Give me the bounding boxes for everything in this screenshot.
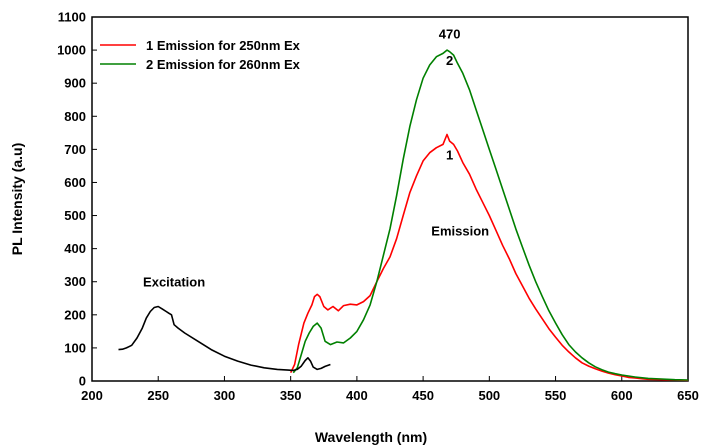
x-tick-label-200: 200: [81, 388, 103, 403]
x-axis-ticks: 200 250 300 350 400 450 500 550 600 650: [81, 376, 699, 403]
y-axis-title: PL Intensity (a.u): [9, 143, 25, 256]
series-line-1: [289, 133, 689, 382]
y-tick-label-300: 300: [64, 274, 86, 289]
legend-label-2: 2 Emission for 260nm Ex: [146, 57, 301, 72]
annotation-4: Emission: [431, 223, 489, 238]
annotation-5: Excitation: [143, 275, 205, 290]
legend: 1 Emission for 250nm Ex 2 Emission for 2…: [100, 38, 301, 72]
series-line-2: [292, 49, 689, 381]
y-tick-label-700: 700: [64, 142, 86, 157]
x-tick-label-550: 550: [545, 388, 567, 403]
x-tick-label-250: 250: [147, 388, 169, 403]
x-axis-title: Wavelength (nm): [315, 429, 427, 445]
annotation-3: 1: [446, 147, 453, 162]
x-tick-label-650: 650: [677, 388, 699, 403]
series-line-3: [118, 305, 331, 372]
series-layer: [118, 49, 689, 382]
x-tick-label-300: 300: [214, 388, 236, 403]
annotation-2: 2: [446, 53, 453, 68]
y-tick-label-500: 500: [64, 208, 86, 223]
plot-frame: [91, 16, 689, 382]
x-tick-label-350: 350: [280, 388, 302, 403]
x-tick-label-450: 450: [412, 388, 434, 403]
x-tick-label-400: 400: [346, 388, 368, 403]
y-tick-label-200: 200: [64, 307, 86, 322]
annotation-layer: 470 2 1 Emission Excitation: [143, 27, 489, 290]
y-tick-label-1100: 1100: [58, 10, 86, 25]
y-axis-ticks: 0 100 200 300 400 500 600 700 800 900 1000 1100: [57, 10, 97, 389]
y-tick-label-0: 0: [79, 374, 86, 389]
x-tick-label-600: 600: [611, 388, 633, 403]
y-tick-label-800: 800: [64, 109, 86, 124]
y-tick-label-1000: 1000: [57, 43, 86, 58]
y-tick-label-400: 400: [64, 241, 86, 256]
x-tick-label-500: 500: [478, 388, 500, 403]
annotation-1: 470: [439, 27, 461, 42]
y-tick-label-600: 600: [64, 175, 86, 190]
y-tick-label-100: 100: [64, 340, 86, 355]
y-tick-label-900: 900: [64, 76, 86, 91]
legend-label-1: 1 Emission for 250nm Ex: [146, 38, 301, 53]
